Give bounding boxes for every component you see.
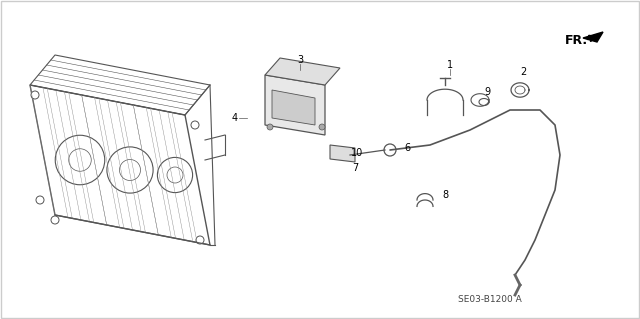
Text: 2: 2 xyxy=(520,67,526,77)
Text: 3: 3 xyxy=(297,55,303,65)
Text: FR.: FR. xyxy=(565,33,588,47)
Text: 10: 10 xyxy=(351,148,363,158)
Text: 4: 4 xyxy=(232,113,238,123)
Polygon shape xyxy=(330,145,355,162)
Circle shape xyxy=(51,216,59,224)
Polygon shape xyxy=(265,58,340,85)
Circle shape xyxy=(384,144,396,156)
Text: 9: 9 xyxy=(484,87,490,97)
Polygon shape xyxy=(265,75,325,135)
Text: 6: 6 xyxy=(404,143,410,153)
Circle shape xyxy=(319,124,325,130)
Circle shape xyxy=(191,121,199,129)
Text: 7: 7 xyxy=(352,163,358,173)
Circle shape xyxy=(36,196,44,204)
Circle shape xyxy=(31,91,39,99)
Text: 1: 1 xyxy=(447,60,453,70)
Polygon shape xyxy=(583,32,603,42)
Circle shape xyxy=(196,236,204,244)
Circle shape xyxy=(267,124,273,130)
Polygon shape xyxy=(272,90,315,125)
Text: SE03-B1200 A: SE03-B1200 A xyxy=(458,295,522,305)
Text: 8: 8 xyxy=(442,190,448,200)
